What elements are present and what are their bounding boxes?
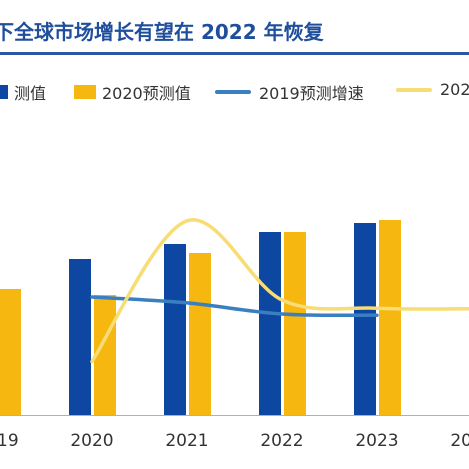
x-tick-label-2021: 2021 [165,431,208,451]
line-series-2 [90,218,469,364]
title-underline [0,52,469,55]
x-tick-label-2023: 2023 [355,431,398,451]
x-tick-label-2022: 2022 [260,431,303,451]
legend-label: 测值 [14,84,47,103]
x-tick-label-2019: 2019 [0,431,19,451]
bar-1-2023 [354,223,376,415]
legend-label: 2019预测增速 [259,84,364,103]
bar-2-2019 [0,289,21,415]
bar-2-2022 [284,232,306,415]
legend: 测值 2020预测值 2019预测增速 202 [0,80,469,104]
bar-1-2022 [259,232,281,415]
legend-item-line-1: 2019预测增速 [215,80,364,104]
x-tick-label-2024: 2024 [450,431,469,451]
bar-1-2020 [69,259,91,415]
legend-label: 202 [440,80,469,99]
legend-swatch-line-2 [396,87,432,92]
bar-2-2021 [189,253,211,415]
chart-title: 下全球市场增长有望在 2022 年恢复 [0,20,324,44]
legend-item-bar-1: 测值 [0,80,46,104]
legend-item-bar-2: 2020预测值 [74,80,191,104]
legend-item-line-2: 202 [396,80,469,99]
bar-2-2023 [379,220,401,415]
legend-swatch-line-1 [215,90,251,94]
line-series-1 [90,295,379,318]
x-tick-label-2020: 2020 [70,431,113,451]
legend-label: 2020预测值 [102,84,191,103]
legend-swatch-bar-2 [74,85,96,99]
legend-swatch-bar-1 [0,85,8,99]
bar-1-2021 [164,244,186,415]
